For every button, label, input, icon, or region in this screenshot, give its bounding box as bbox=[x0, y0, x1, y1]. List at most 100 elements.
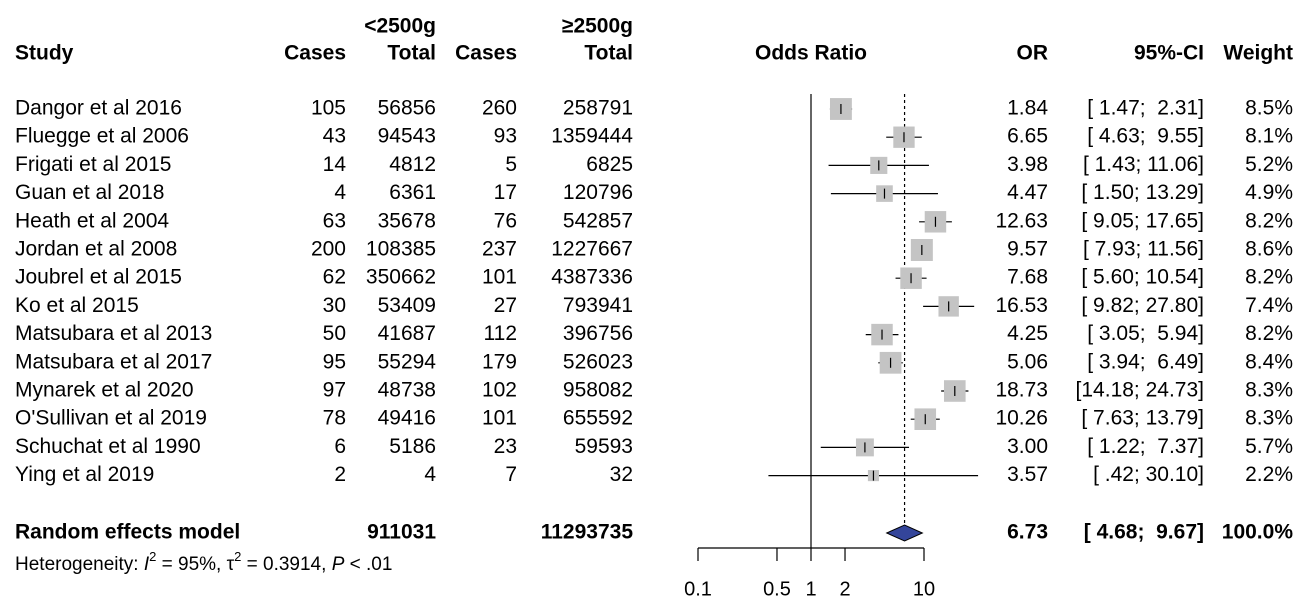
cases-ge: 76 bbox=[494, 209, 517, 232]
cases-ge: 5 bbox=[505, 153, 517, 176]
total-ge: 655592 bbox=[563, 407, 633, 430]
odds-ratio: 10.26 bbox=[995, 407, 1048, 430]
total-ge: 793941 bbox=[563, 294, 633, 317]
total-ge: 526023 bbox=[563, 350, 633, 373]
study-name: Matsubara et al 2017 bbox=[15, 350, 212, 373]
cases-ge: 101 bbox=[482, 266, 517, 289]
total-lt: 4812 bbox=[389, 153, 436, 176]
study-name: Matsubara et al 2013 bbox=[15, 322, 212, 345]
ci-label: [ 1.50; 13.29] bbox=[1081, 181, 1204, 204]
odds-ratio: 16.53 bbox=[995, 294, 1048, 317]
column-header: Total bbox=[584, 42, 633, 65]
cases-ge: 101 bbox=[482, 407, 517, 430]
cases-lt: 95 bbox=[323, 350, 346, 373]
odds-ratio: 6.65 bbox=[1007, 125, 1048, 148]
study-name: Heath et al 2004 bbox=[15, 209, 169, 232]
ci-label: [ 4.63; 9.55] bbox=[1087, 125, 1204, 148]
column-header: Study bbox=[15, 42, 74, 65]
weight-label: 5.7% bbox=[1245, 435, 1293, 458]
summary-or: 6.73 bbox=[1007, 521, 1048, 544]
group-label: ≥2500g bbox=[562, 15, 633, 38]
cases-lt: 50 bbox=[323, 322, 346, 345]
weight-label: 8.2% bbox=[1245, 266, 1293, 289]
x-tick-label: 0.1 bbox=[684, 578, 712, 599]
study-name: Schuchat et al 1990 bbox=[15, 435, 201, 458]
study-name: Jordan et al 2008 bbox=[15, 238, 177, 261]
odds-ratio: 3.98 bbox=[1007, 153, 1048, 176]
total-ge: 32 bbox=[610, 463, 633, 486]
column-header: 95%-CI bbox=[1134, 42, 1204, 65]
heterogeneity-part: 2 bbox=[234, 549, 241, 564]
cases-ge: 7 bbox=[505, 463, 517, 486]
ci-label: [ 1.43; 11.06] bbox=[1083, 153, 1204, 176]
total-lt: 49416 bbox=[378, 407, 436, 430]
column-header: Cases bbox=[284, 42, 346, 65]
summary-weight: 100.0% bbox=[1222, 521, 1294, 544]
weight-label: 4.9% bbox=[1245, 181, 1293, 204]
weight-label: 8.3% bbox=[1245, 407, 1293, 430]
cases-lt: 97 bbox=[323, 379, 346, 402]
summary-total-ge: 11293735 bbox=[541, 521, 634, 544]
odds-ratio: 12.63 bbox=[995, 209, 1048, 232]
cases-ge: 93 bbox=[494, 125, 517, 148]
weight-label: 8.2% bbox=[1245, 322, 1293, 345]
study-name: Frigati et al 2015 bbox=[15, 153, 171, 176]
odds-ratio: 9.57 bbox=[1007, 238, 1048, 261]
column-header: Odds Ratio bbox=[755, 42, 867, 65]
odds-ratio: 7.68 bbox=[1007, 266, 1048, 289]
cases-lt: 43 bbox=[323, 125, 346, 148]
total-lt: 94543 bbox=[378, 125, 436, 148]
cases-lt: 14 bbox=[323, 153, 347, 176]
cases-ge: 237 bbox=[482, 238, 517, 261]
ci-label: [ 3.94; 6.49] bbox=[1087, 350, 1204, 373]
heterogeneity-part: Heterogeneity: bbox=[15, 554, 144, 575]
odds-ratio: 3.00 bbox=[1007, 435, 1048, 458]
total-lt: 6361 bbox=[389, 181, 436, 204]
heterogeneity: Heterogeneity: I2 = 95%, τ2 = 0.3914, P … bbox=[15, 549, 392, 575]
heterogeneity-part: < .01 bbox=[344, 554, 392, 575]
cases-ge: 17 bbox=[494, 181, 517, 204]
total-lt: 5186 bbox=[389, 435, 436, 458]
total-lt: 56856 bbox=[378, 97, 436, 120]
study-name: Ko et al 2015 bbox=[15, 294, 139, 317]
ci-label: [14.18; 24.73] bbox=[1076, 379, 1204, 402]
total-lt: 35678 bbox=[378, 209, 436, 232]
weight-label: 5.2% bbox=[1245, 153, 1293, 176]
cases-lt: 4 bbox=[334, 181, 346, 204]
weight-label: 8.6% bbox=[1245, 238, 1293, 261]
cases-ge: 27 bbox=[494, 294, 517, 317]
weight-label: 8.4% bbox=[1245, 350, 1293, 373]
x-tick-label: 10 bbox=[913, 578, 935, 599]
total-lt: 53409 bbox=[378, 294, 436, 317]
odds-ratio: 4.47 bbox=[1007, 181, 1048, 204]
cases-lt: 78 bbox=[323, 407, 346, 430]
odds-ratio: 5.06 bbox=[1007, 350, 1048, 373]
total-lt: 350662 bbox=[366, 266, 436, 289]
heterogeneity-part: = 0.3914, bbox=[241, 554, 331, 575]
total-ge: 396756 bbox=[563, 322, 633, 345]
ci-label: [ 1.47; 2.31] bbox=[1087, 97, 1204, 120]
heterogeneity-part: P bbox=[332, 554, 345, 575]
summary-total-lt: 911031 bbox=[367, 521, 436, 544]
total-lt: 4 bbox=[424, 463, 436, 486]
column-header: Total bbox=[387, 42, 436, 65]
total-ge: 958082 bbox=[563, 379, 633, 402]
study-name: Dangor et al 2016 bbox=[15, 97, 182, 120]
odds-ratio: 1.84 bbox=[1007, 97, 1048, 120]
odds-ratio: 18.73 bbox=[995, 379, 1048, 402]
ci-label: [ 7.93; 11.56] bbox=[1083, 238, 1204, 261]
cases-lt: 200 bbox=[311, 238, 346, 261]
weight-label: 8.1% bbox=[1245, 125, 1293, 148]
total-ge: 1359444 bbox=[551, 125, 633, 148]
odds-ratio: 3.57 bbox=[1007, 463, 1048, 486]
weight-label: 8.2% bbox=[1245, 209, 1293, 232]
column-header: OR bbox=[1017, 42, 1049, 65]
cases-ge: 23 bbox=[494, 435, 517, 458]
total-ge: 120796 bbox=[563, 181, 633, 204]
odds-ratio: 4.25 bbox=[1007, 322, 1048, 345]
study-name: O'Sullivan et al 2019 bbox=[15, 407, 207, 430]
weight-label: 7.4% bbox=[1245, 294, 1293, 317]
cases-lt: 62 bbox=[323, 266, 346, 289]
